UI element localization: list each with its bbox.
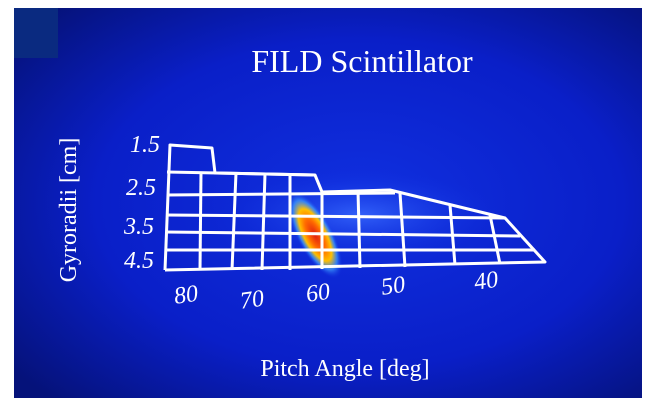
pitch-label: 70 — [238, 286, 265, 315]
title: FILD Scintillator — [251, 43, 473, 79]
y-label: Gyroradii [cm] — [56, 138, 82, 283]
pitch-label: 60 — [304, 279, 331, 308]
x-label: Pitch Angle [deg] — [260, 356, 429, 382]
gyroradius-label: 4.5 — [124, 248, 154, 274]
pitch-label: 40 — [472, 267, 499, 296]
pitch-label: 50 — [379, 272, 406, 301]
gyroradius-label: 3.5 — [123, 214, 154, 240]
pitch-label: 80 — [172, 281, 199, 310]
corner-patch — [14, 8, 58, 58]
screenshot: FILD Scintillator Gyroradii [cm] Pitch A… — [0, 0, 654, 413]
gyroradius-label: 2.5 — [126, 175, 156, 201]
gyroradius-label: 1.5 — [130, 132, 160, 158]
